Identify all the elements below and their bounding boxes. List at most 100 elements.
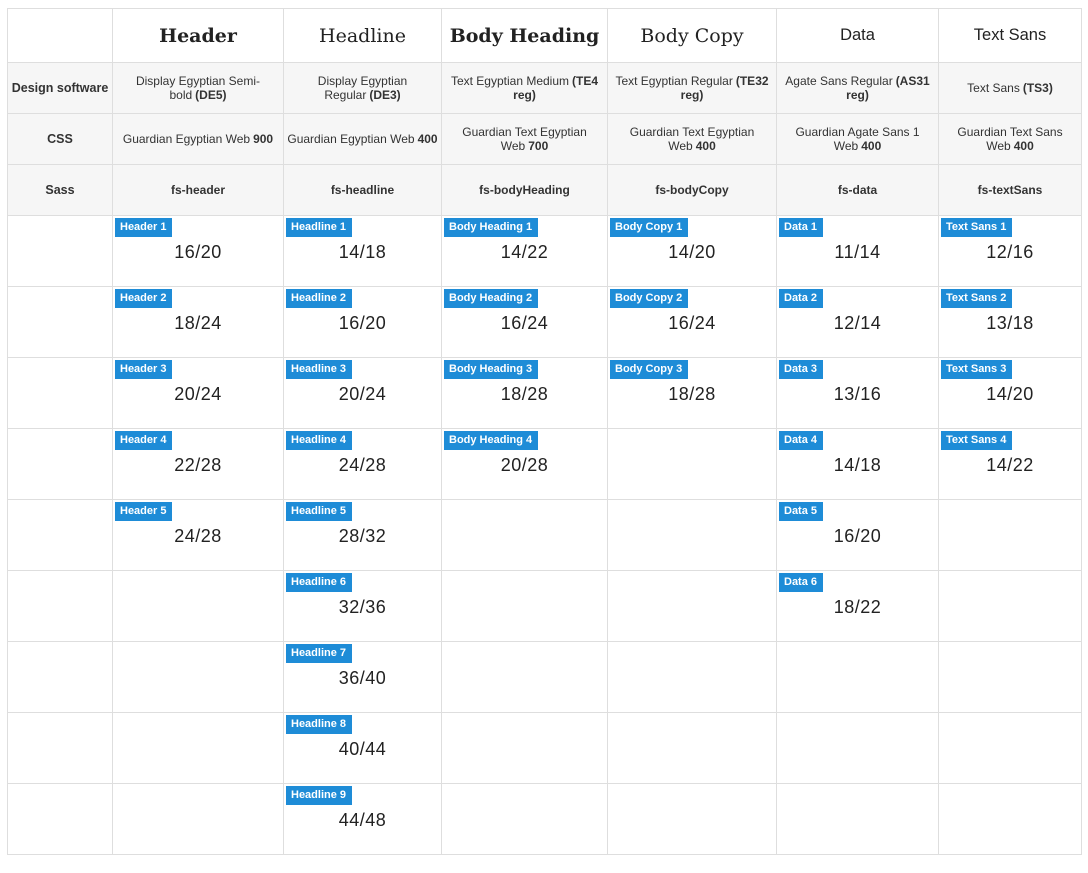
css-font-weight: 400: [695, 139, 716, 153]
size-cell-headline-9: Headline 9 44/48: [283, 783, 442, 855]
size-badge: Headline 6: [286, 573, 353, 592]
row-label-css: CSS: [7, 113, 113, 165]
font-name: Display Egyptian Semi-bold: [135, 74, 261, 102]
size-value: 18/22: [833, 597, 882, 617]
size-cell-header-9: [112, 783, 284, 855]
css-font-weight: 400: [417, 132, 438, 146]
css-font-name: Guardian Agate Sans 1 Web: [795, 125, 920, 153]
font-name: Text Egyptian Regular: [615, 74, 733, 88]
size-cell-data-2: Data 2 12/14: [776, 286, 939, 358]
empty-row-label-cell: [7, 641, 113, 713]
size-cell-bodyCopy-6: [607, 570, 777, 642]
size-cell-header-5: Header 5 24/28: [112, 499, 284, 571]
size-value: 14/22: [500, 242, 549, 262]
font-code: (TE4 reg): [513, 74, 599, 102]
css-cell-body-heading: Guardian Text Egyptian Web 700: [441, 113, 608, 165]
size-value: 11/14: [834, 242, 881, 262]
empty-row-label-cell: [7, 215, 113, 287]
size-cell-bodyHeading-8: [441, 712, 608, 784]
size-cell-textSans-2: Text Sans 2 13/18: [938, 286, 1082, 358]
font-name: Display Egyptian Regular: [317, 74, 408, 102]
size-cell-data-1: Data 1 11/14: [776, 215, 939, 287]
col-title-text-sans: Text Sans: [938, 8, 1082, 63]
sass-cell-headline: fs-headline: [283, 164, 442, 216]
css-font-name: Guardian Egyptian Web: [287, 132, 415, 146]
size-badge: Headline 8: [286, 715, 353, 734]
font-code: (TE32 reg): [680, 74, 769, 102]
empty-row-label-cell: [7, 570, 113, 642]
col-title-body-copy: Body Copy: [607, 8, 777, 63]
size-cell-bodyHeading-3: Body Heading 3 18/28: [441, 357, 608, 429]
size-row-9: Headline 9 44/48: [7, 783, 1082, 855]
size-cell-bodyCopy-5: [607, 499, 777, 571]
size-value: 36/40: [338, 668, 387, 688]
font-name: Text Egyptian Medium: [450, 74, 570, 88]
css-font-weight: 400: [1013, 139, 1034, 153]
size-value: 24/28: [338, 455, 387, 475]
size-value: 16/20: [833, 526, 882, 546]
size-badge: Body Heading 3: [444, 360, 539, 379]
font-code: (AS31 reg): [846, 74, 930, 102]
size-value: 14/22: [986, 455, 1034, 475]
size-cell-bodyHeading-2: Body Heading 2 16/24: [441, 286, 608, 358]
css-cell-body-copy: Guardian Text Egyptian Web 400: [607, 113, 777, 165]
size-badge: Headline 7: [286, 644, 353, 663]
size-cell-data-4: Data 4 14/18: [776, 428, 939, 500]
size-value: 16/24: [668, 313, 716, 333]
size-cell-bodyCopy-3: Body Copy 3 18/28: [607, 357, 777, 429]
size-cell-textSans-1: Text Sans 1 12/16: [938, 215, 1082, 287]
size-cell-textSans-4: Text Sans 4 14/22: [938, 428, 1082, 500]
sass-cell-text-sans: fs-textSans: [938, 164, 1082, 216]
size-badge: Body Heading 2: [444, 289, 539, 308]
empty-row-label-cell: [7, 286, 113, 358]
size-cell-header-2: Header 2 18/24: [112, 286, 284, 358]
size-badge: Header 3: [115, 360, 173, 379]
size-cell-textSans-7: [938, 641, 1082, 713]
size-cell-bodyCopy-9: [607, 783, 777, 855]
size-cell-bodyCopy-8: [607, 712, 777, 784]
size-value: 12/14: [833, 313, 882, 333]
size-cell-textSans-5: [938, 499, 1082, 571]
size-cell-textSans-3: Text Sans 3 14/20: [938, 357, 1082, 429]
size-cell-bodyHeading-9: [441, 783, 608, 855]
size-value: 20/24: [338, 384, 387, 404]
size-value: 16/24: [500, 313, 549, 333]
size-value: 16/20: [174, 242, 222, 262]
corner-cell: [7, 8, 113, 63]
size-cell-headline-4: Headline 4 24/28: [283, 428, 442, 500]
empty-row-label-cell: [7, 712, 113, 784]
font-name: Agate Sans Regular: [785, 74, 893, 88]
sass-row: Sass fs-header fs-headline fs-bodyHeadin…: [7, 164, 1082, 216]
empty-row-label-cell: [7, 428, 113, 500]
sass-cell-data: fs-data: [776, 164, 939, 216]
size-cell-bodyHeading-5: [441, 499, 608, 571]
size-cell-headline-6: Headline 6 32/36: [283, 570, 442, 642]
size-value: 14/20: [986, 384, 1034, 404]
size-cell-textSans-6: [938, 570, 1082, 642]
size-value: 40/44: [338, 739, 387, 759]
size-value: 12/16: [986, 242, 1034, 262]
size-cell-headline-5: Headline 5 28/32: [283, 499, 442, 571]
design-cell-body-heading: Text Egyptian Medium (TE4 reg): [441, 62, 608, 114]
size-badge: Data 5: [779, 502, 824, 521]
size-cell-data-9: [776, 783, 939, 855]
size-value: 13/16: [833, 384, 882, 404]
size-cell-headline-1: Headline 1 14/18: [283, 215, 442, 287]
row-label-design-software: Design software: [7, 62, 113, 114]
size-cell-textSans-9: [938, 783, 1082, 855]
size-cell-bodyHeading-6: [441, 570, 608, 642]
size-cell-bodyCopy-1: Body Copy 1 14/20: [607, 215, 777, 287]
size-badge: Text Sans 4: [941, 431, 1013, 450]
col-title-header: Header: [112, 8, 284, 63]
design-cell-headline: Display Egyptian Regular (DE3): [283, 62, 442, 114]
size-row-2: Header 2 18/24 Headline 2 16/20 Body Heading…: [7, 286, 1082, 358]
size-cell-header-4: Header 4 22/28: [112, 428, 284, 500]
size-value: 28/32: [338, 526, 387, 546]
size-cell-headline-3: Headline 3 20/24: [283, 357, 442, 429]
size-cell-headline-2: Headline 2 16/20: [283, 286, 442, 358]
col-title-headline: Headline: [283, 8, 442, 63]
font-code: (DE5): [195, 88, 227, 102]
size-badge: Data 3: [779, 360, 824, 379]
size-cell-data-3: Data 3 13/16: [776, 357, 939, 429]
col-title-body-heading: Body Heading: [441, 8, 608, 63]
